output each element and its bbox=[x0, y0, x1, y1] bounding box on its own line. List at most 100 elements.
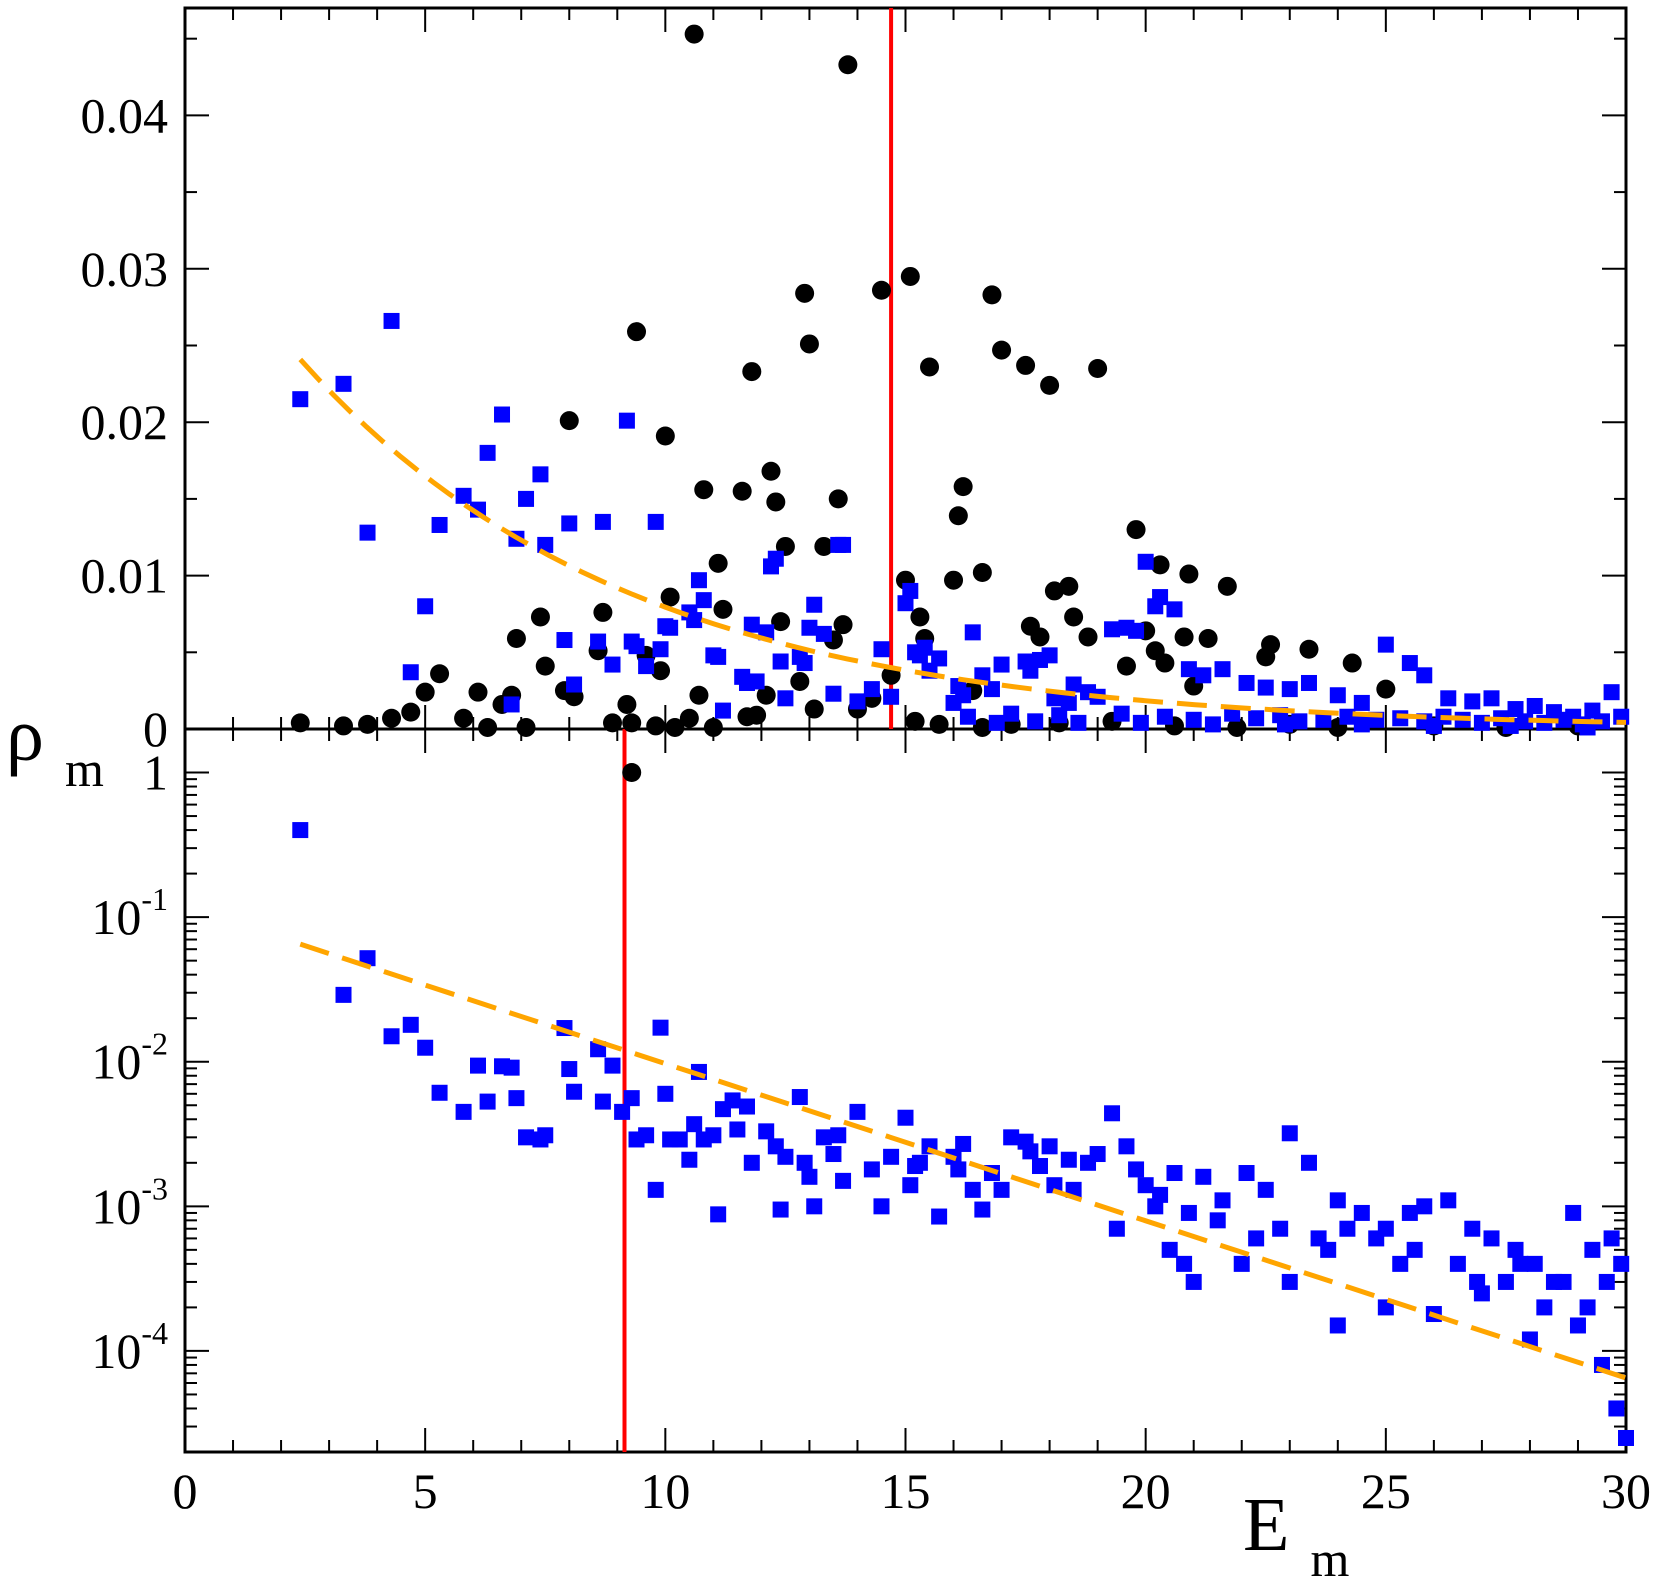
top-point-circle bbox=[617, 694, 637, 714]
top-point-circle bbox=[992, 340, 1012, 360]
bottom-point-square bbox=[806, 1198, 823, 1215]
top-point-square bbox=[1132, 714, 1149, 731]
top-point-circle bbox=[929, 714, 949, 734]
bottom-point-square bbox=[537, 1127, 554, 1144]
bottom-point-square bbox=[383, 1028, 400, 1045]
top-point-square bbox=[1128, 622, 1145, 639]
x-tick-label: 30 bbox=[1601, 1463, 1651, 1519]
top-point-square bbox=[1238, 674, 1255, 691]
bottom-point-square bbox=[743, 1154, 760, 1171]
top-point-circle bbox=[944, 570, 964, 590]
y-axis-title-main: ρ bbox=[6, 693, 44, 777]
bottom-point-square bbox=[705, 1127, 722, 1144]
top-point-square bbox=[772, 653, 789, 670]
top-point-circle bbox=[708, 553, 728, 573]
top-point-square bbox=[931, 650, 948, 667]
bottom-point-square bbox=[1401, 1204, 1418, 1221]
top-point-square bbox=[292, 391, 309, 408]
tick-base: 10 bbox=[91, 1178, 141, 1234]
bottom-point-square bbox=[1565, 1204, 1582, 1221]
top-point-circle bbox=[506, 628, 526, 648]
top-point-circle bbox=[602, 713, 622, 733]
top-point-square bbox=[503, 696, 520, 713]
bottom-point-square bbox=[1046, 1177, 1063, 1194]
top-point-circle bbox=[814, 536, 834, 556]
top-point-circle bbox=[910, 607, 930, 627]
top-point-square bbox=[1315, 711, 1332, 728]
top-point-circle bbox=[982, 285, 1002, 305]
top-point-square bbox=[1329, 687, 1346, 704]
bottom-point-square bbox=[1584, 1241, 1601, 1258]
top-point-square bbox=[1377, 636, 1394, 653]
top-point-square bbox=[455, 487, 472, 504]
bottom-point-square bbox=[623, 1090, 640, 1107]
top-point-square bbox=[863, 681, 880, 698]
tick-exponent: -2 bbox=[141, 1026, 168, 1062]
top-point-square bbox=[1065, 676, 1082, 693]
top-point-circle bbox=[684, 24, 704, 44]
top-point-square bbox=[806, 596, 823, 613]
bottom-point-square bbox=[518, 1129, 535, 1146]
y-axis-title-sub: m bbox=[65, 741, 104, 797]
bottom-point-square bbox=[1022, 1143, 1039, 1160]
top-point-square bbox=[695, 592, 712, 609]
top-point-circle bbox=[799, 334, 819, 354]
top-point-circle bbox=[1088, 359, 1108, 378]
top-point-circle bbox=[559, 411, 579, 431]
bottom-point-square bbox=[1003, 1129, 1020, 1146]
top-point-square bbox=[1517, 713, 1534, 730]
top-point-square bbox=[1507, 701, 1524, 718]
x-tick-label: 0 bbox=[173, 1463, 198, 1519]
top-point-square bbox=[974, 667, 991, 684]
bottom-point-square bbox=[1555, 1273, 1572, 1290]
top-point-square bbox=[532, 466, 549, 483]
top-point-circle bbox=[665, 717, 685, 737]
bottom-point-square bbox=[849, 1103, 866, 1120]
top-point-square bbox=[556, 632, 573, 649]
top-point-square bbox=[1180, 661, 1197, 678]
top-point-square bbox=[955, 687, 972, 704]
bottom-fit-line bbox=[299, 941, 1627, 1381]
top-y-tick-label: 0.03 bbox=[81, 241, 169, 297]
top-point-square bbox=[873, 641, 890, 658]
top-point-square bbox=[1281, 681, 1298, 698]
top-point-circle bbox=[900, 266, 920, 286]
top-point-square bbox=[988, 714, 1005, 731]
bottom-point-square bbox=[1137, 1177, 1154, 1194]
top-point-square bbox=[1152, 589, 1169, 606]
top-point-circle bbox=[468, 682, 488, 702]
top-point-square bbox=[1483, 690, 1500, 707]
top-point-circle bbox=[651, 661, 671, 681]
bottom-point-square bbox=[1598, 1273, 1615, 1290]
bottom-point-square bbox=[1329, 1192, 1346, 1209]
top-point-square bbox=[590, 633, 607, 650]
bottom-point-square bbox=[825, 1146, 842, 1163]
bottom-point-square bbox=[710, 1206, 727, 1223]
bottom-point-square bbox=[911, 1154, 928, 1171]
bottom-point-square bbox=[1248, 1230, 1265, 1247]
bottom-point-square bbox=[594, 1093, 611, 1110]
bottom-point-square bbox=[604, 1057, 621, 1074]
top-point-square bbox=[686, 612, 703, 629]
x-axis-title: E m bbox=[1243, 1483, 1349, 1586]
bottom-point-square bbox=[801, 1168, 818, 1185]
top-point-square bbox=[1051, 707, 1068, 724]
top-point-circle bbox=[1217, 576, 1237, 596]
top-point-circle bbox=[771, 612, 791, 632]
top-point-square bbox=[431, 516, 448, 533]
bottom-point-square bbox=[796, 1154, 813, 1171]
top-point-circle bbox=[871, 280, 891, 300]
top-point-circle bbox=[920, 357, 940, 377]
top-point-circle bbox=[1078, 627, 1098, 647]
bottom-point-square bbox=[1507, 1241, 1524, 1258]
top-point-square bbox=[647, 513, 664, 530]
bottom-point-square bbox=[417, 1039, 434, 1056]
top-point-square bbox=[714, 702, 731, 719]
top-point-circle bbox=[838, 55, 858, 75]
top-point-circle bbox=[1126, 520, 1146, 540]
top-point-circle bbox=[382, 708, 402, 728]
top-point-circle bbox=[516, 717, 536, 737]
top-point-square bbox=[710, 648, 727, 665]
top-point-square bbox=[883, 688, 900, 705]
top-point-square bbox=[638, 658, 655, 675]
